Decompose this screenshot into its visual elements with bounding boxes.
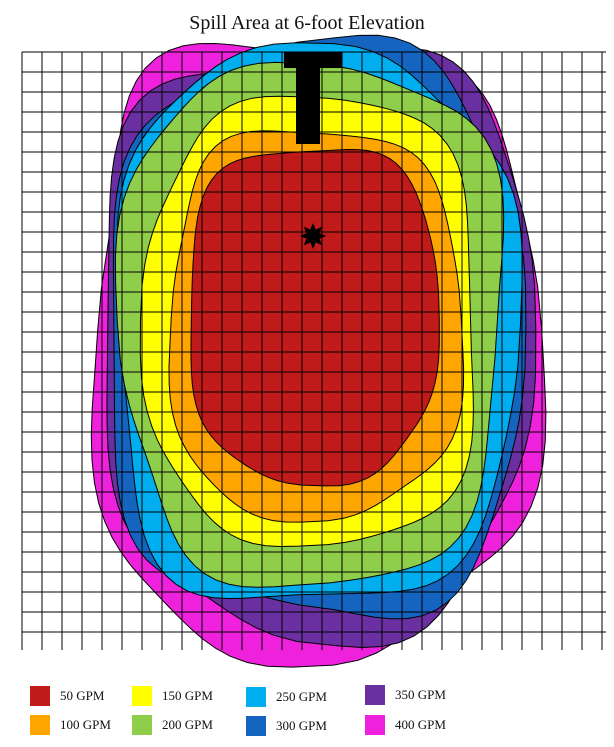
source-pipe-cap — [284, 52, 342, 68]
legend: 50 GPM 100 GPM 150 GPM 200 GPM 250 GPM 3… — [30, 680, 610, 740]
grid — [21, 51, 606, 650]
legend-label: 200 GPM — [162, 717, 213, 732]
legend-swatch — [365, 685, 385, 705]
legend-swatch — [30, 715, 50, 735]
legend-item-250-gpm: 250 GPM — [246, 687, 327, 707]
legend-label: 250 GPM — [276, 689, 327, 704]
legend-item-350-gpm: 350 GPM — [365, 685, 446, 705]
legend-swatch — [132, 686, 152, 706]
legend-label: 350 GPM — [395, 687, 446, 702]
legend-item-200-gpm: 200 GPM — [132, 715, 213, 735]
contour-50-gpm — [190, 148, 440, 487]
legend-label: 150 GPM — [162, 688, 213, 703]
legend-item-300-gpm: 300 GPM — [246, 716, 327, 736]
legend-item-150-gpm: 150 GPM — [132, 686, 213, 706]
legend-label: 50 GPM — [60, 688, 105, 703]
spill-contours — [90, 34, 547, 668]
legend-swatch — [132, 715, 152, 735]
legend-swatch — [246, 716, 266, 736]
spill-area-diagram — [21, 34, 606, 668]
legend-item-400-gpm: 400 GPM — [365, 715, 446, 735]
legend-label: 400 GPM — [395, 717, 446, 732]
spill-point-marker — [300, 223, 326, 249]
legend-label: 100 GPM — [60, 717, 111, 732]
diagram-title: Spill Area at 6-foot Elevation — [189, 12, 425, 34]
legend-swatch — [246, 687, 266, 707]
legend-item-100-gpm: 100 GPM — [30, 715, 111, 735]
legend-item-50-gpm: 50 GPM — [30, 686, 104, 706]
legend-label: 300 GPM — [276, 718, 327, 733]
legend-swatch — [365, 715, 385, 735]
legend-swatch — [30, 686, 50, 706]
